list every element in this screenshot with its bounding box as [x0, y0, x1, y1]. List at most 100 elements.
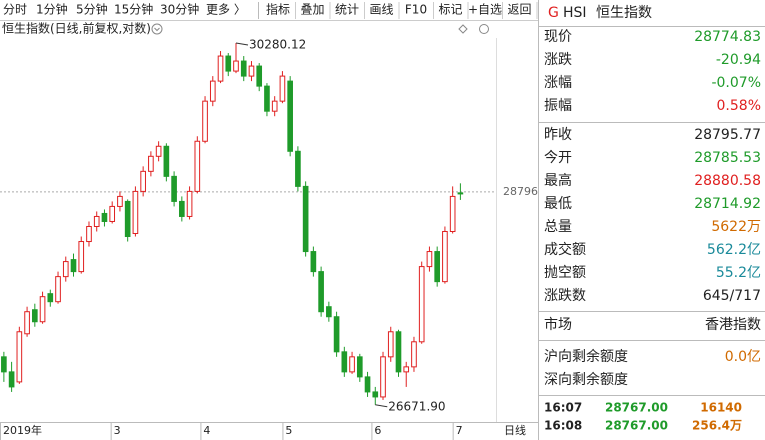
candle-body	[434, 251, 441, 283]
candle-body	[403, 366, 410, 373]
quote-label: 市场	[544, 316, 572, 333]
x-tick-label: 4	[203, 424, 210, 437]
toolbar-button[interactable]: F10	[405, 3, 427, 17]
period-tab[interactable]: 更多 〉	[206, 3, 246, 17]
trade-time: 16:07	[544, 401, 582, 415]
quote-value: 55.2亿	[716, 265, 761, 281]
quote-label: 涨跌	[544, 52, 572, 68]
candle-body	[109, 205, 116, 222]
candle-body	[16, 331, 23, 383]
candle-body	[372, 391, 379, 398]
quote-value: 28880.58	[694, 173, 761, 189]
candle-body	[264, 85, 270, 112]
toolbar-button[interactable]: 指标	[266, 2, 290, 17]
period-label: 日线	[504, 423, 526, 437]
quote-value: 28714.92	[694, 196, 761, 212]
quote-value: 28785.53	[694, 150, 761, 166]
candle-body	[256, 65, 263, 87]
quote-label: 今开	[544, 150, 572, 166]
quote-label: 最高	[544, 172, 572, 189]
quote-value: 0.58%	[717, 98, 761, 114]
x-tick-label: 6	[374, 424, 381, 437]
period-tab[interactable]: 15分钟	[114, 2, 153, 17]
candle-body	[101, 212, 108, 222]
candle-body	[442, 231, 448, 283]
quote-value: 28795.77	[694, 127, 761, 143]
candle-body	[47, 293, 54, 303]
candle-body	[132, 190, 139, 235]
candle-body	[349, 356, 355, 373]
quote-label: 沪向剩余额度	[544, 348, 628, 365]
period-tab[interactable]: 5分钟	[76, 2, 108, 17]
candle-body	[24, 311, 30, 335]
candle-body	[287, 80, 293, 152]
quote-value: 0.0亿	[725, 349, 761, 365]
quote-value: 645/717	[703, 288, 761, 304]
high-pointer	[235, 42, 249, 46]
candle-body	[155, 145, 162, 157]
candle-body	[179, 200, 185, 217]
candle-body	[271, 100, 278, 112]
candle-body	[356, 356, 363, 378]
candle-body	[202, 100, 208, 142]
candle-body	[302, 185, 309, 253]
quote-icon: G	[548, 5, 559, 21]
trade-volume: 16140	[700, 401, 742, 415]
candle-body	[148, 155, 154, 172]
toolbar-button[interactable]: 标记	[438, 3, 462, 17]
quote-value: 562.2亿	[707, 242, 761, 258]
quote-label: 昨收	[544, 127, 572, 143]
candle-body	[279, 75, 286, 102]
candle-body	[93, 215, 100, 227]
quote-value: 5622万	[711, 219, 761, 235]
high-label: 30280.12	[249, 38, 306, 52]
candle-body	[326, 306, 332, 318]
trade-price: 28767.00	[605, 419, 668, 433]
candle-body	[457, 192, 464, 195]
period-tab[interactable]: 分时	[3, 3, 27, 17]
period-tab[interactable]: 30分钟	[160, 2, 199, 17]
quote-symbol: HSI	[563, 5, 587, 21]
toolbar-button[interactable]: 返回	[507, 3, 531, 17]
candle-body	[209, 80, 216, 102]
toolbar-button[interactable]: 统计	[335, 3, 359, 17]
quote-label: 成交额	[544, 241, 586, 258]
toolbar-button[interactable]: 画线	[369, 3, 393, 17]
candle-body	[364, 376, 371, 393]
toolbar-button[interactable]: 叠加	[300, 3, 324, 17]
title-dropdown[interactable]	[151, 23, 163, 35]
candle-body	[171, 175, 177, 202]
candle-body	[39, 296, 46, 323]
quote-label: 抛空额	[544, 265, 586, 281]
quote-label: 现价	[544, 29, 572, 45]
period-tab[interactable]: 1分钟	[36, 2, 68, 17]
quote-label: 总量	[544, 219, 572, 235]
candle-body	[233, 60, 239, 72]
candle-body	[117, 195, 123, 207]
quote-value: -20.94	[716, 52, 761, 68]
trade-time: 16:08	[544, 419, 582, 433]
candle-body	[217, 55, 224, 82]
x-tick-label: 5	[285, 424, 292, 437]
candle-body	[62, 261, 69, 278]
candle-body	[31, 309, 38, 323]
icon-settings[interactable]	[479, 24, 489, 34]
candle-body	[86, 225, 92, 243]
candle-body	[449, 195, 456, 233]
icon-diamond[interactable]	[458, 24, 468, 34]
reference-label: 28796	[503, 185, 538, 198]
x-tick-label: 2019年	[3, 423, 42, 437]
candle-body	[395, 331, 402, 373]
trade-price: 28767.00	[605, 401, 668, 415]
low-label: 26671.90	[388, 399, 445, 413]
candle-body	[387, 331, 394, 358]
quote-name: 恒生指数	[596, 5, 652, 21]
candle-body	[140, 170, 146, 192]
quote-value: 28774.83	[694, 29, 761, 45]
toolbar-button[interactable]: +自选	[468, 3, 502, 17]
candle-body	[78, 241, 85, 273]
candle-body	[194, 140, 201, 192]
candle-body	[295, 150, 301, 187]
candle-body	[248, 65, 255, 77]
